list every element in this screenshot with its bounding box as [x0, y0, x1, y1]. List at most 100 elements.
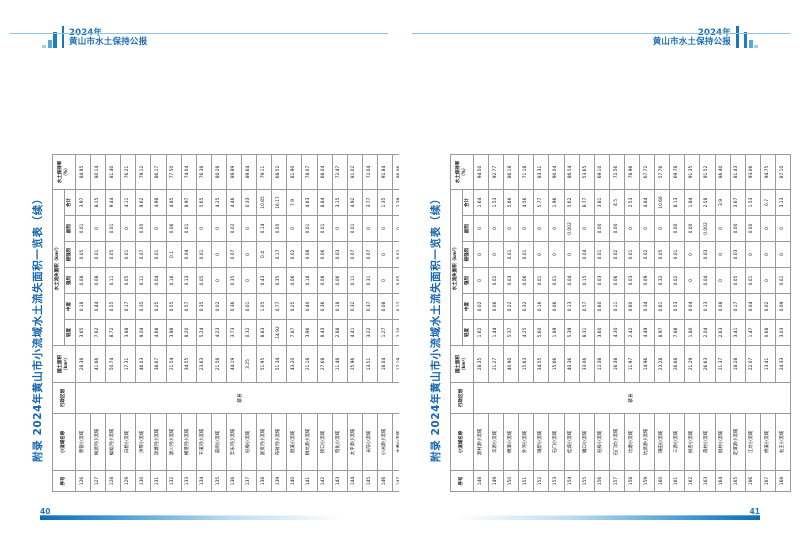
cell-loss-total: 8.13: [669, 189, 685, 216]
cell-loss-intense: 0: [211, 267, 227, 294]
cell-loss-very-intense: 0: [488, 241, 504, 268]
cell-name: 小洲源小流域: [377, 413, 393, 471]
table-row: 137 杞梅小流域 3.25 0.32 0.01 0 0 0 0.33 89.64: [241, 154, 257, 492]
cell-loss-moderate: 0.06: [488, 293, 504, 320]
page-gutter: [399, 0, 401, 546]
footer-decoration: [432, 508, 760, 520]
cell-loss-very-intense: 0.02: [609, 241, 625, 268]
table-row: 133 横港河小流域 34.55 8.20 0.57 0.13 0.04 0.01 8.97 74…: [181, 154, 197, 492]
table-row: 165 定潭源小流域 18.28 3.41 0.17 0.05 0.03 0.00 3.67 81…: [730, 154, 746, 492]
cell-loss-intense: 0.03: [503, 267, 519, 294]
cell-loss-total: 4.92: [347, 189, 363, 216]
cell-loss-total: 1.53: [488, 189, 504, 216]
cell-loss-severe: 0.02: [226, 215, 242, 242]
cell-loss-moderate: 1.05: [256, 293, 272, 320]
cell-loss-slight: 8.31: [579, 319, 595, 346]
cell-loss-slight: 7.62: [90, 319, 106, 346]
cell-loss-moderate: 0.55: [105, 293, 121, 320]
cell-loss-moderate: 0.53: [669, 293, 685, 320]
cell-loss-intense: 0.08: [75, 267, 91, 294]
table-row: 142 街口小流域 27.68 8.43 0.36 0.08 0.06 0.01 8.84 68.…: [317, 154, 333, 492]
cell-loss-very-intense: 0.01: [624, 241, 640, 268]
cell-loss-total: 8.15: [90, 189, 106, 216]
table-row: 135 前闵小流域 21.58 4.23 0.02 0 0 0 4.25 80.28: [211, 154, 227, 492]
cell-loss-intense: 0.06: [609, 267, 625, 294]
table-row: 160 璜田小流域 23.28 8.97 0.61 0.32 0.05 0 10.66 57.76: [654, 154, 670, 492]
cell-loss-intense: 0.04: [564, 267, 580, 294]
cell-loss-intense: 0.32: [654, 267, 670, 294]
page-number: 40: [40, 507, 51, 516]
cell-land-area: 21.54: [166, 345, 182, 383]
cell-loss-very-intense: 0.1: [166, 241, 182, 268]
table-row: 151 外河小流域 15.63 4.25 0.32 0.06 0.01 0 4.56 71.18: [518, 154, 534, 492]
table-row: 138 富资河小流域 51.95 8.83 1.05 0.43 0.4 0.14 10.85 79…: [256, 154, 272, 492]
cell-loss-very-intense: 0.07: [347, 241, 363, 268]
cell-loss-total: 4.11: [120, 189, 136, 216]
cell-loss-slight: 5.24: [196, 319, 212, 346]
watershed-erosion-table: 序号 小流域名称 行政区划 国土面积 （km²） 水土流失面积（km²） 水土保…: [450, 154, 791, 492]
footer-gradient-bar: [40, 516, 368, 520]
cell-loss-severe: 0.00: [609, 215, 625, 242]
cell-name: 横港河小流域: [181, 413, 197, 471]
cell-loss-severe: 0.01: [181, 215, 197, 242]
cell-loss-total: 4.84: [639, 189, 655, 216]
cell-loss-intense: 0.43: [256, 267, 272, 294]
cell-coverage-rate: 72.56: [609, 154, 625, 190]
cell-name: 桃村小流域: [715, 413, 731, 471]
col-header-admin: 行政区划: [450, 382, 474, 414]
cell-coverage-rate: 91.52: [699, 154, 715, 190]
cell-loss-severe: 0.01: [75, 215, 91, 242]
cell-loss-slight: 1.89: [548, 319, 565, 346]
cell-name: 双塘河小流域: [150, 413, 167, 471]
col-header-land-area-unit: （km²）: [63, 355, 69, 373]
col-header-loss-moderate: 中度: [462, 293, 474, 320]
cell-loss-intense: 0.09: [639, 267, 655, 294]
cell-land-area: 44.19: [226, 345, 242, 383]
cell-loss-moderate: 0.32: [347, 293, 363, 320]
running-head-left: 2024年 黄山市水土保持公报: [42, 18, 390, 48]
cell-loss-severe: 0: [473, 215, 489, 242]
table-header-row-1: 序号 小流域名称 行政区划 国土面积 （km²） 水土流失面积（km²） 水土保…: [450, 154, 474, 492]
cell-no: 141: [301, 470, 317, 492]
cell-no: 166: [745, 470, 761, 492]
cell-loss-very-intense: 0.08: [301, 241, 317, 268]
running-head-title: 黄山市水土保持公报: [69, 37, 148, 48]
table-row: 157 石门坑小流域 16.38 4.30 0.11 0.06 0.02 0.00 4.5 72.…: [609, 154, 625, 492]
decorative-marks-icon: [743, 32, 758, 48]
table-row: 132 源川河小流域 21.54 3.98 0.55 0.16 0.1 0.06 4.85 77.…: [166, 154, 182, 492]
cell-loss-total: 8.97: [181, 189, 197, 216]
cell-loss-slight: 1.44: [488, 319, 504, 346]
cell-coverage-rate: 90.04: [548, 154, 565, 190]
watershed-erosion-table: 序号 小流域名称 行政区划 国土面积 （km²） 水土流失面积（km²） 水土保…: [52, 154, 400, 492]
cell-no: 138: [256, 470, 272, 492]
cell-loss-severe: 0: [518, 215, 534, 242]
cell-loss-intense: 0.08: [90, 267, 106, 294]
cell-loss-total: 2.53: [624, 189, 640, 216]
cell-coverage-rate: 69.10: [594, 154, 610, 190]
cell-coverage-rate: 91.35: [684, 154, 700, 190]
cell-loss-very-intense: 0: [211, 241, 227, 268]
cell-loss-moderate: 0.57: [181, 293, 197, 320]
cell-name: 颜溪小流域: [286, 413, 302, 471]
cell-loss-intense: 0: [377, 267, 393, 294]
cell-no: 139: [271, 470, 287, 492]
cell-loss-slight: 8.43: [317, 319, 333, 346]
cell-land-area: 13.41: [760, 345, 776, 383]
cell-loss-very-intense: 0.03: [699, 241, 715, 268]
cell-loss-slight: 7.88: [669, 319, 685, 346]
cell-loss-severe: 0.01: [105, 215, 121, 242]
cell-loss-moderate: 0.36: [226, 293, 242, 320]
cell-loss-severe: 0: [639, 215, 655, 242]
cell-loss-slight: 2.63: [715, 319, 731, 346]
cell-no: 160: [654, 470, 670, 492]
table-row: 146 小洲源小流域 18.04 1.27 0.08 0 0 0 1.35 92.84: [377, 154, 393, 492]
col-header-name: 小流域名称: [52, 413, 76, 471]
cell-loss-severe: 0: [488, 215, 504, 242]
cell-land-area: 33.06: [579, 345, 595, 383]
table-row: 129 白杨小流域 17.31 3.88 0.17 0.05 0.01 0 4.11 76.21: [120, 154, 136, 492]
cell-loss-very-intense: 0: [241, 241, 257, 268]
cell-loss-moderate: 0.18: [332, 293, 348, 320]
table-row: 158 坑塘小流域 11.97 2.42 0.60 0.03 0.01 0 2.53 78.96: [624, 154, 640, 492]
cell-loss-slight: 2.04: [699, 319, 715, 346]
